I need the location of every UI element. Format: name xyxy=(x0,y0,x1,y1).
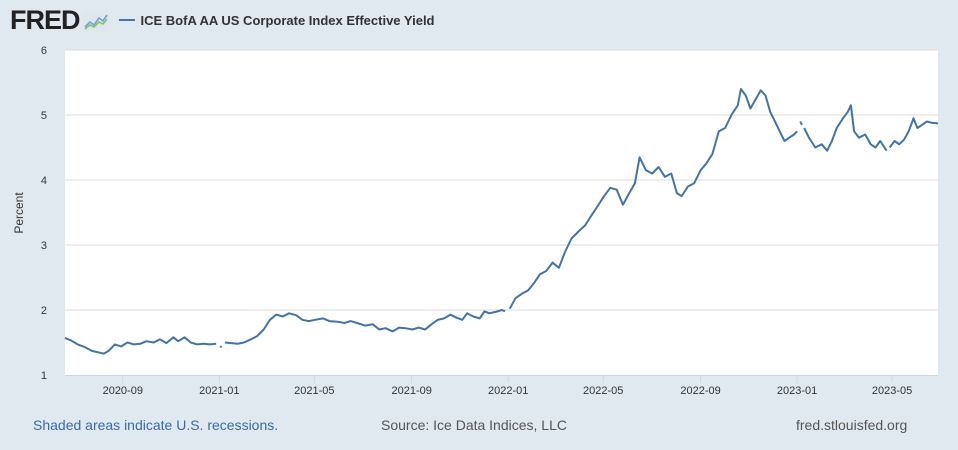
y-tick-label: 5 xyxy=(41,110,47,122)
series-line-segment xyxy=(803,104,888,152)
fred-logo[interactable]: FRED xyxy=(10,5,80,35)
series-line-segment xyxy=(799,121,803,126)
source-text: Source: Ice Data Indices, LLC xyxy=(381,417,567,433)
x-tick-label: 2023-05 xyxy=(872,385,912,397)
x-tick-label: 2022-05 xyxy=(583,385,623,397)
fred-chart-icon xyxy=(82,11,109,31)
series-line-segment xyxy=(508,88,798,310)
y-tick-label: 1 xyxy=(41,370,47,382)
y-tick-label: 6 xyxy=(41,45,47,57)
gridlines xyxy=(65,49,938,376)
x-tick-label: 2020-09 xyxy=(103,385,143,397)
series-line-segment xyxy=(219,345,223,349)
legend-swatch xyxy=(118,19,135,21)
x-tick-label: 2021-05 xyxy=(294,385,334,397)
x-axis: 2020-09 2021-01 2021-05 2021-09 2022-01 2022-… xyxy=(103,375,912,397)
x-tick-label: 2023-01 xyxy=(777,385,817,397)
x-tick-label: 2022-01 xyxy=(488,385,528,397)
x-tick-label: 2021-01 xyxy=(199,385,239,397)
plot-area xyxy=(65,50,938,375)
y-tick-label: 2 xyxy=(41,305,47,317)
y-tick-label: 3 xyxy=(41,240,47,252)
y-axis-title: Percent xyxy=(12,192,26,234)
y-axis: 1 2 3 4 5 6 xyxy=(41,45,47,382)
y-tick-label: 4 xyxy=(41,175,47,187)
chart-header: FRED ICE BofA AA US Corporate Index Effe… xyxy=(10,6,435,34)
series-line xyxy=(64,88,939,355)
recession-note-link[interactable]: Shaded areas indicate U.S. recessions. xyxy=(33,417,279,433)
x-tick-label: 2022-09 xyxy=(680,385,720,397)
site-link[interactable]: fred.stlouisfed.org xyxy=(796,417,908,433)
legend-label: ICE BofA AA US Corporate Index Effective… xyxy=(140,12,435,28)
series-line-segment xyxy=(224,309,506,345)
series-line-segment xyxy=(888,117,939,149)
line-chart: 1 2 3 4 5 6 2020-09 2021-01 2021-05 2021-09 2022-… xyxy=(12,45,939,397)
series-line-segment xyxy=(64,336,217,355)
x-tick-label: 2021-09 xyxy=(391,385,431,397)
legend: ICE BofA AA US Corporate Index Effective… xyxy=(118,12,435,28)
